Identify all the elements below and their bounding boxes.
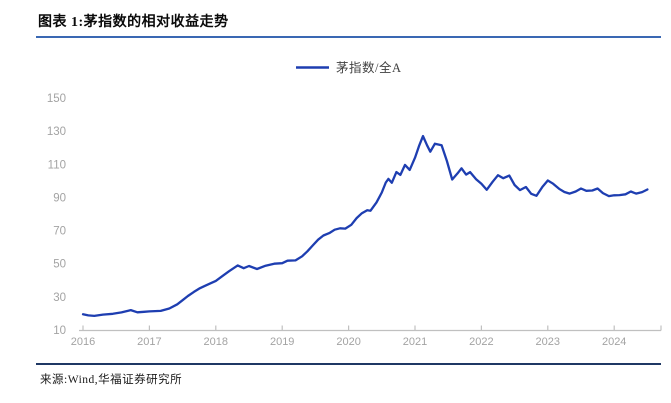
y-axis-label: 70 bbox=[53, 226, 66, 238]
x-axis-label: 2018 bbox=[204, 336, 228, 348]
legend-label: 茅指数/全A bbox=[336, 60, 402, 75]
series-line bbox=[81, 134, 649, 318]
y-axis-label: 110 bbox=[48, 159, 66, 171]
y-axis-label: 10 bbox=[53, 325, 66, 337]
y-axis-label: 130 bbox=[47, 126, 66, 138]
y-axis-label: 30 bbox=[53, 292, 66, 304]
x-axis-label: 2024 bbox=[602, 336, 626, 348]
x-axis-label: 2020 bbox=[336, 336, 360, 348]
y-axis-label: 90 bbox=[53, 192, 66, 204]
x-axis-label: 2023 bbox=[536, 336, 560, 348]
figure-title: 图表 1:茅指数的相对收益走势 bbox=[38, 15, 229, 30]
footer-divider bbox=[36, 363, 661, 365]
y-axis-label: 150 bbox=[47, 93, 66, 105]
x-axis-label: 2019 bbox=[270, 336, 294, 348]
y-axis-label: 50 bbox=[53, 259, 66, 271]
title-divider bbox=[36, 36, 661, 38]
x-axis-label: 2021 bbox=[403, 336, 427, 348]
x-axis-label: 2017 bbox=[137, 336, 161, 348]
source-note: 来源:Wind,华福证券研究所 bbox=[40, 374, 183, 386]
x-axis-label: 2016 bbox=[71, 336, 95, 348]
x-axis-label: 2022 bbox=[469, 336, 493, 348]
